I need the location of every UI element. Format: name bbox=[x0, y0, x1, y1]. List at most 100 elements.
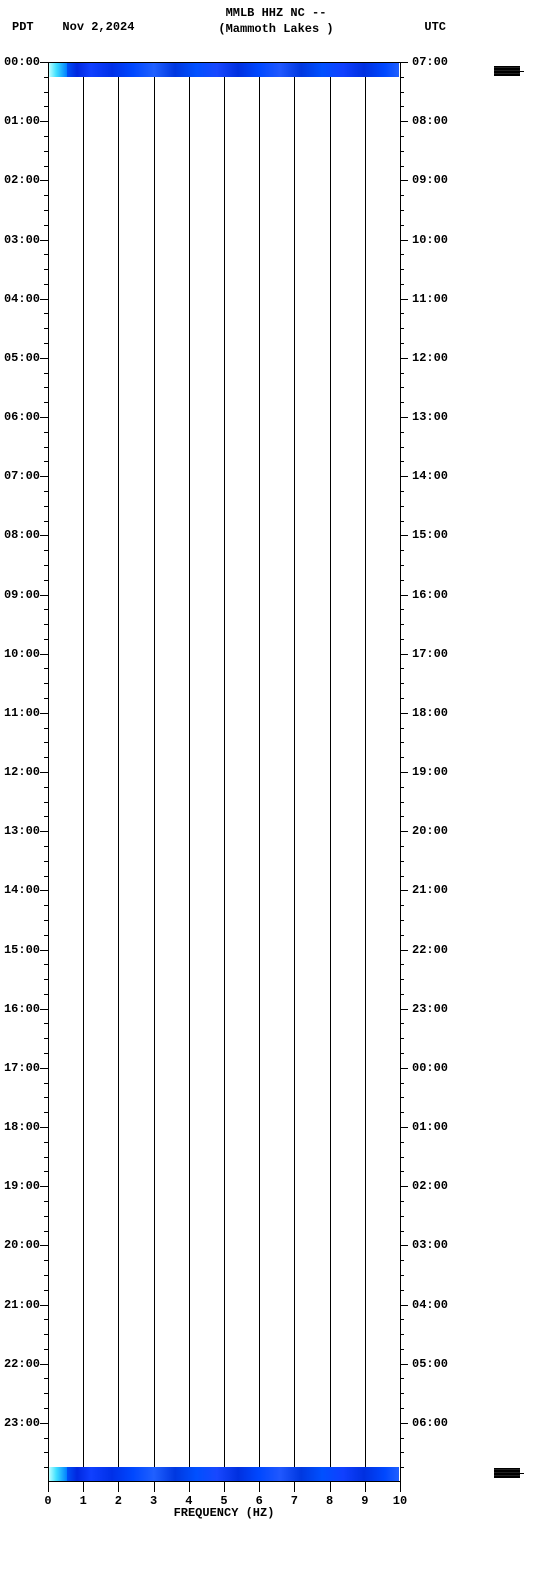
right-minor-tick bbox=[400, 1260, 404, 1261]
left-minor-tick bbox=[44, 1290, 48, 1291]
right-minor-tick bbox=[400, 1171, 404, 1172]
right-minor-tick bbox=[400, 846, 404, 847]
right-hour-tick bbox=[400, 772, 408, 773]
freq-tick bbox=[189, 1482, 190, 1492]
right-hour-tick bbox=[400, 1305, 408, 1306]
right-hour-label: 16:00 bbox=[412, 588, 448, 602]
left-hour-tick bbox=[40, 121, 48, 122]
freq-tick-label: 6 bbox=[256, 1494, 263, 1508]
left-minor-tick bbox=[44, 254, 48, 255]
spectrogram-band-top bbox=[49, 63, 399, 77]
right-hour-label: 08:00 bbox=[412, 114, 448, 128]
tz-right-label: UTC bbox=[424, 20, 446, 34]
left-minor-tick bbox=[44, 461, 48, 462]
right-minor-tick bbox=[400, 92, 404, 93]
right-minor-tick bbox=[400, 1142, 404, 1143]
left-hour-label: 03:00 bbox=[0, 233, 40, 247]
right-hour-label: 11:00 bbox=[412, 292, 448, 306]
colorbar-marker-bottom bbox=[494, 1468, 520, 1478]
right-hour-label: 18:00 bbox=[412, 706, 448, 720]
left-hour-label: 18:00 bbox=[0, 1120, 40, 1134]
right-minor-tick bbox=[400, 1319, 404, 1320]
freq-tick bbox=[330, 1482, 331, 1492]
left-hour-label: 10:00 bbox=[0, 647, 40, 661]
right-hour-label: 12:00 bbox=[412, 351, 448, 365]
left-minor-tick bbox=[44, 1438, 48, 1439]
right-minor-tick bbox=[400, 742, 404, 743]
left-hour-tick bbox=[40, 1305, 48, 1306]
left-minor-tick bbox=[44, 92, 48, 93]
left-hour-tick bbox=[40, 1068, 48, 1069]
left-hour-label: 04:00 bbox=[0, 292, 40, 306]
left-minor-tick bbox=[44, 639, 48, 640]
right-hour-tick bbox=[400, 1127, 408, 1128]
right-minor-tick bbox=[400, 210, 404, 211]
left-hour-label: 14:00 bbox=[0, 883, 40, 897]
left-minor-tick bbox=[44, 565, 48, 566]
right-minor-tick bbox=[400, 816, 404, 817]
left-minor-tick bbox=[44, 210, 48, 211]
freq-tick-label: 2 bbox=[115, 1494, 122, 1508]
right-minor-tick bbox=[400, 876, 404, 877]
right-hour-tick bbox=[400, 121, 408, 122]
freq-tick-label: 9 bbox=[361, 1494, 368, 1508]
right-hour-label: 23:00 bbox=[412, 1002, 448, 1016]
left-minor-tick bbox=[44, 447, 48, 448]
right-minor-tick bbox=[400, 1112, 404, 1113]
right-minor-tick bbox=[400, 1467, 404, 1468]
right-minor-tick bbox=[400, 328, 404, 329]
left-hour-tick bbox=[40, 358, 48, 359]
right-minor-tick bbox=[400, 313, 404, 314]
left-minor-tick bbox=[44, 905, 48, 906]
right-minor-tick bbox=[400, 1275, 404, 1276]
right-hour-tick bbox=[400, 180, 408, 181]
left-minor-tick bbox=[44, 964, 48, 965]
right-minor-tick bbox=[400, 1378, 404, 1379]
left-hour-label: 17:00 bbox=[0, 1061, 40, 1075]
left-minor-tick bbox=[44, 787, 48, 788]
right-minor-tick bbox=[400, 639, 404, 640]
left-minor-tick bbox=[44, 802, 48, 803]
freq-gridline bbox=[154, 62, 155, 1482]
freq-tick bbox=[294, 1482, 295, 1492]
left-minor-tick bbox=[44, 683, 48, 684]
left-minor-tick bbox=[44, 1083, 48, 1084]
left-minor-tick bbox=[44, 432, 48, 433]
right-minor-tick bbox=[400, 1216, 404, 1217]
spectrogram-plot bbox=[48, 62, 400, 1482]
left-minor-tick bbox=[44, 506, 48, 507]
freq-tick-label: 10 bbox=[393, 1494, 407, 1508]
left-minor-tick bbox=[44, 343, 48, 344]
right-minor-tick bbox=[400, 254, 404, 255]
left-hour-label: 11:00 bbox=[0, 706, 40, 720]
right-hour-label: 03:00 bbox=[412, 1238, 448, 1252]
right-hour-label: 22:00 bbox=[412, 943, 448, 957]
left-minor-tick bbox=[44, 1334, 48, 1335]
right-minor-tick bbox=[400, 624, 404, 625]
freq-gridline bbox=[330, 62, 331, 1482]
left-minor-tick bbox=[44, 136, 48, 137]
right-minor-tick bbox=[400, 447, 404, 448]
left-minor-tick bbox=[44, 387, 48, 388]
left-hour-label: 23:00 bbox=[0, 1416, 40, 1430]
right-minor-tick bbox=[400, 432, 404, 433]
left-hour-tick bbox=[40, 476, 48, 477]
freq-tick bbox=[118, 1482, 119, 1492]
left-hour-label: 15:00 bbox=[0, 943, 40, 957]
freq-tick bbox=[224, 1482, 225, 1492]
left-hour-tick bbox=[40, 772, 48, 773]
right-hour-tick bbox=[400, 1423, 408, 1424]
left-minor-tick bbox=[44, 284, 48, 285]
right-hour-tick bbox=[400, 1068, 408, 1069]
left-minor-tick bbox=[44, 1171, 48, 1172]
left-minor-tick bbox=[44, 1053, 48, 1054]
left-hour-tick bbox=[40, 535, 48, 536]
left-hour-tick bbox=[40, 595, 48, 596]
right-hour-tick bbox=[400, 240, 408, 241]
left-hour-label: 08:00 bbox=[0, 528, 40, 542]
left-minor-tick bbox=[44, 550, 48, 551]
right-minor-tick bbox=[400, 550, 404, 551]
right-minor-tick bbox=[400, 802, 404, 803]
freq-tick-label: 4 bbox=[185, 1494, 192, 1508]
right-hour-tick bbox=[400, 62, 408, 63]
